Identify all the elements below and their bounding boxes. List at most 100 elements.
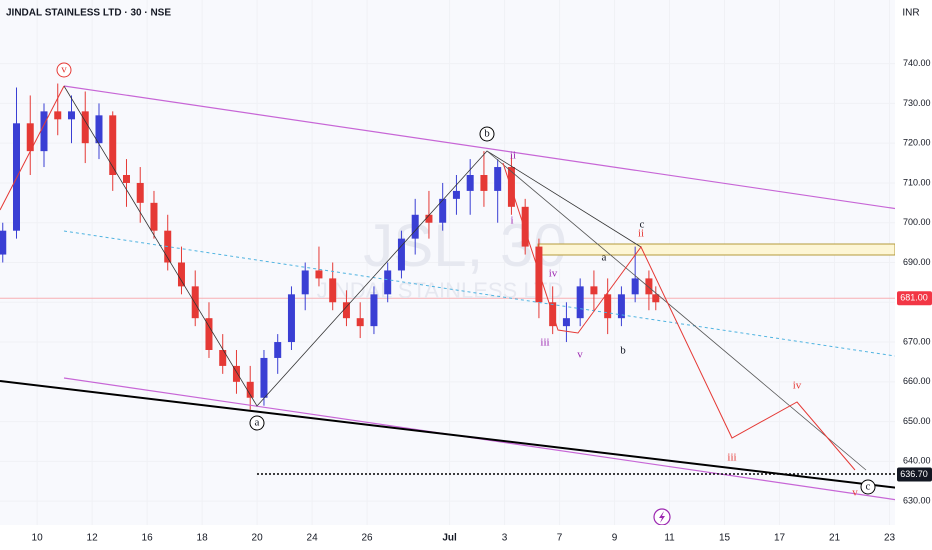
candle-body — [535, 246, 543, 303]
wave-label: iii — [540, 337, 549, 349]
candle-body — [356, 318, 364, 327]
x-tick-label: 20 — [252, 533, 264, 544]
y-tick-label: 670.00 — [903, 336, 931, 346]
wave-red — [502, 162, 856, 471]
candle-body — [232, 365, 240, 382]
candle-body — [480, 175, 488, 191]
candle-body — [562, 318, 570, 327]
wave-label: b — [620, 345, 626, 357]
candle-body — [26, 123, 34, 152]
y-tick-label: 720.00 — [903, 138, 931, 148]
price-tag-label: 636.70 — [900, 469, 928, 479]
y-tick-label: 640.00 — [903, 456, 931, 466]
candle-body — [136, 182, 144, 203]
x-tick-label: 18 — [197, 533, 209, 544]
candle-body — [67, 111, 75, 120]
trend-line — [0, 380, 932, 493]
price-tag — [897, 467, 932, 482]
candles — [0, 83, 660, 410]
y-tick-label: 710.00 — [903, 177, 931, 187]
watermark-name: JINDAL STAINLESS LTD — [317, 278, 564, 303]
price-tag-label: 681.00 — [900, 293, 928, 303]
candle-body — [452, 190, 460, 199]
x-tick-label: Jul — [442, 533, 457, 544]
label-circle — [479, 126, 495, 142]
axes: 630.00640.00650.00660.00670.00680.00690.… — [32, 58, 932, 544]
x-tick-label: 3 — [502, 533, 508, 544]
candle-body — [370, 294, 378, 327]
label-circle — [249, 415, 265, 431]
candle-body — [466, 175, 474, 191]
wave-label: b — [484, 128, 490, 140]
candle-body — [274, 342, 282, 358]
x-tick-label: 11 — [664, 533, 675, 544]
wave-path — [63, 85, 642, 407]
chart-title: JINDAL STAINLESS LTD · 30 · NSE — [6, 8, 171, 19]
wave-projection — [486, 150, 867, 471]
channel-upper — [63, 85, 932, 215]
label-circle — [860, 479, 876, 495]
candle-body — [205, 318, 213, 350]
wave-labels: v b a c ii i iv iii v a b c ii iii iv v — [56, 62, 876, 499]
candle-body — [287, 294, 295, 343]
candle-body — [384, 270, 392, 295]
y-tick-label: 650.00 — [903, 416, 931, 426]
y-tick-label: 740.00 — [903, 58, 931, 68]
time-axis — [0, 525, 895, 550]
y-tick-label: 700.00 — [903, 217, 931, 227]
event-icon[interactable] — [653, 508, 671, 526]
candle-body — [260, 357, 268, 398]
x-tick-label: 7 — [557, 533, 563, 544]
annotations — [0, 85, 932, 506]
x-tick-label: 24 — [307, 533, 319, 544]
candle-body — [95, 115, 103, 144]
grid — [0, 297, 895, 299]
candle-body — [301, 270, 309, 295]
candle-body — [0, 230, 7, 255]
wave-label: a — [602, 252, 607, 264]
candle-body — [590, 286, 598, 295]
candle-body — [329, 278, 337, 303]
wave-label: a — [255, 417, 260, 429]
candle-body — [122, 175, 130, 183]
wave-label: ii — [510, 150, 516, 162]
wave-red — [0, 85, 65, 211]
y-tick-label: 690.00 — [903, 257, 931, 267]
candle-body — [397, 238, 405, 271]
wave-label: c — [866, 481, 871, 493]
channel-mid — [63, 230, 896, 357]
x-tick-label: 23 — [884, 533, 896, 544]
candle-body — [246, 381, 254, 398]
currency: INR — [902, 8, 919, 19]
candle-body — [109, 115, 117, 175]
wave-label: iv — [793, 380, 802, 392]
y-tick-label: 630.00 — [903, 496, 931, 506]
wave-label: v — [577, 349, 583, 361]
candle-body — [604, 294, 612, 319]
candle-body — [177, 262, 185, 287]
x-tick-label: 17 — [774, 533, 786, 544]
x-tick-label: 26 — [362, 533, 374, 544]
x-tick-label: 15 — [719, 533, 731, 544]
wave-label: i — [510, 215, 513, 227]
price-tag — [897, 291, 932, 306]
candle-body — [645, 278, 653, 295]
wave-label: v — [61, 64, 67, 76]
x-tick-label: 16 — [142, 533, 154, 544]
candle-body — [652, 294, 660, 303]
candle-body — [191, 286, 199, 319]
candle-body — [631, 278, 639, 295]
wave-label: ii — [638, 228, 644, 240]
x-tick-label: 21 — [829, 533, 841, 544]
candle-body — [439, 198, 447, 223]
label-circle — [56, 62, 72, 78]
wave-label: iv — [549, 268, 558, 280]
resistance-zone — [537, 243, 896, 256]
candle-body — [411, 214, 419, 239]
candle-body — [617, 294, 625, 319]
price-axis — [895, 0, 932, 550]
wave-label: iii — [727, 452, 736, 464]
event-bolt — [659, 511, 665, 523]
candle-body — [219, 350, 227, 366]
